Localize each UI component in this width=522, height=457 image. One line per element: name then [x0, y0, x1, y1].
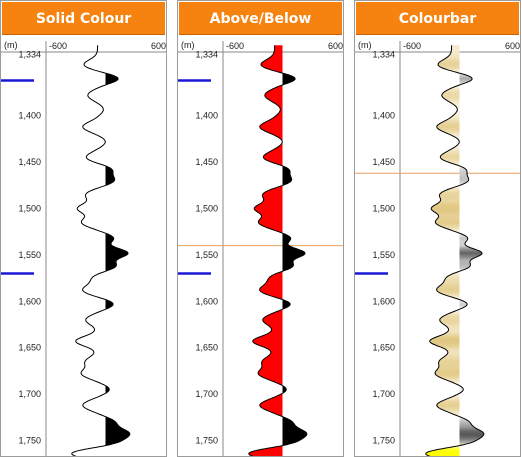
depth-label: 1,550 [372, 250, 395, 260]
depth-label: 1,400 [18, 111, 41, 121]
wavelet-curve [248, 45, 308, 457]
depth-label: 1,700 [195, 389, 218, 399]
depth-label: 1,750 [18, 436, 41, 446]
depth-label: 1,750 [195, 436, 218, 446]
track-plot-solid: (m) -600 600 1,334 1,400 1,450 1,500 1,550 1,600… [0, 40, 167, 457]
track-plot-colourbar: (m) -600 600 1,334 1,400 1,450 1,500 1,550 1,600… [354, 40, 521, 457]
depth-label: 1,650 [372, 343, 395, 353]
depth-label: 1,600 [372, 296, 395, 306]
depth-label: 1,500 [372, 204, 395, 214]
scale-max-label: 600 [328, 41, 343, 51]
scale-max-label: 600 [151, 41, 166, 51]
depth-label: 1,400 [195, 111, 218, 121]
depth-label: 1,550 [195, 250, 218, 260]
depth-label: 1,334 [372, 50, 395, 60]
negative-fill [248, 45, 283, 457]
depth-label: 1,334 [18, 50, 41, 60]
wavelet-curve [425, 45, 485, 457]
scale-min-label: -600 [403, 41, 421, 51]
depth-label: 1,700 [18, 389, 41, 399]
positive-fill [282, 73, 307, 446]
panel-title: Above/Below [179, 2, 342, 35]
depth-label: 1,600 [18, 296, 41, 306]
depth-label: 1,450 [372, 157, 395, 167]
scale-min-label: -600 [226, 41, 244, 51]
depth-label: 1,400 [372, 111, 395, 121]
depth-label: 1,550 [18, 250, 41, 260]
depth-label: 1,650 [18, 343, 41, 353]
depth-label: 1,750 [372, 436, 395, 446]
panel-title: Colourbar [356, 2, 519, 35]
depth-label: 1,600 [195, 296, 218, 306]
panel-title: Solid Colour [2, 2, 165, 35]
depth-unit-label: (m) [358, 40, 372, 50]
track-plot-abovebelow: (m) -600 600 1,334 1,400 1,450 1,500 1,550 1,600… [177, 40, 344, 457]
depth-label: 1,700 [372, 389, 395, 399]
depth-label: 1,450 [195, 157, 218, 167]
panel-above-below: (m) -600 600 1,334 1,400 1,450 1,500 1,550 1,600… [177, 0, 344, 457]
panel-colourbar: (m) -600 600 1,334 1,400 1,450 1,500 1,550 1,600… [354, 0, 521, 457]
depth-unit-label: (m) [181, 40, 195, 50]
depth-label: 1,450 [18, 157, 41, 167]
depth-label: 1,500 [195, 204, 218, 214]
positive-fill [105, 73, 130, 446]
depth-label: 1,334 [195, 50, 218, 60]
scale-max-label: 600 [505, 41, 520, 51]
scale-min-label: -600 [49, 41, 67, 51]
depth-unit-label: (m) [4, 40, 18, 50]
panel-solid-colour: (m) -600 600 1,334 1,400 1,450 1,500 1,550 1,600… [0, 0, 167, 457]
depth-label: 1,650 [195, 343, 218, 353]
depth-label: 1,500 [18, 204, 41, 214]
wavelet-curve [71, 45, 131, 457]
colourbar-fill [425, 45, 484, 457]
